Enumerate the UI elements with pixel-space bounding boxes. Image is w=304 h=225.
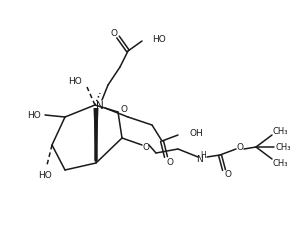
Text: O: O [120, 105, 127, 114]
Text: HO: HO [38, 171, 52, 180]
Text: O: O [110, 29, 118, 38]
Text: CH₃: CH₃ [272, 159, 288, 168]
Polygon shape [94, 108, 98, 163]
Text: N: N [196, 155, 202, 164]
Text: N: N [96, 101, 104, 110]
Text: H: H [200, 151, 206, 160]
Text: O: O [224, 170, 232, 179]
Text: O: O [167, 158, 174, 167]
Text: CH₃: CH₃ [272, 127, 288, 136]
Text: HO: HO [27, 111, 41, 120]
Text: CH₃: CH₃ [275, 143, 291, 152]
Text: HO: HO [152, 35, 166, 44]
Text: O: O [143, 142, 150, 151]
Text: HO: HO [68, 77, 82, 86]
Text: OH: OH [189, 129, 203, 138]
Text: O: O [237, 143, 244, 152]
